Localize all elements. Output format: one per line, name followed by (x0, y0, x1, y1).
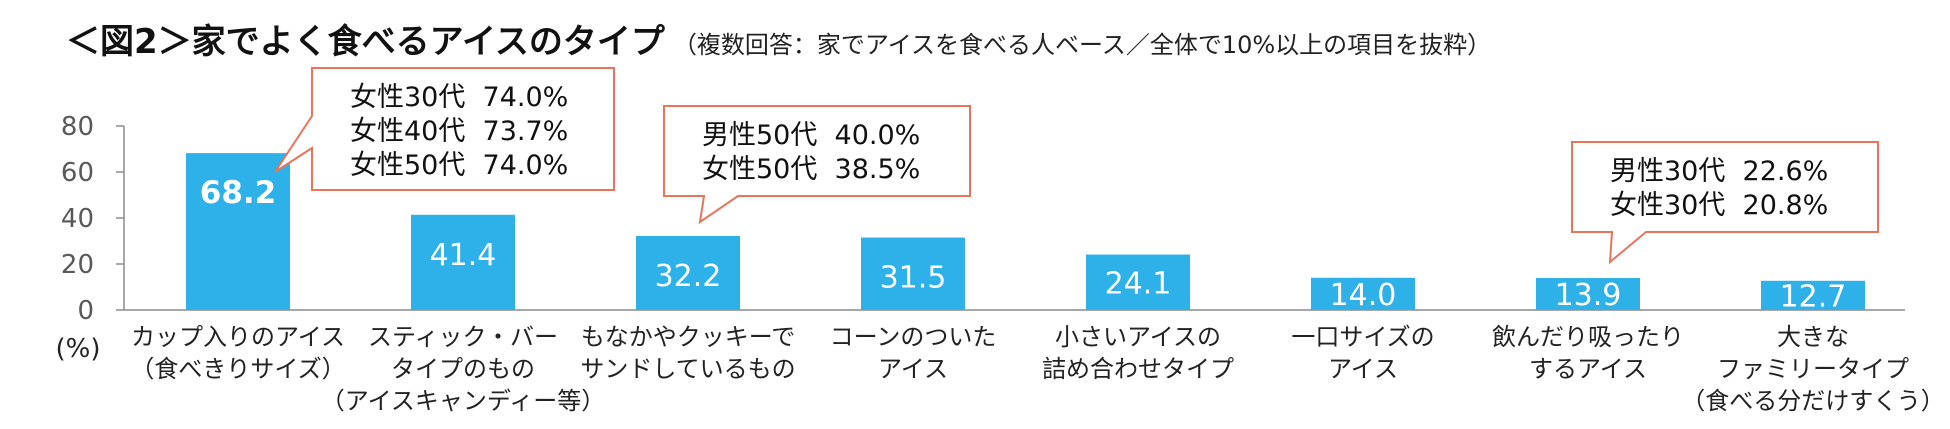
callout-text: 女性50代 74.0% (350, 150, 568, 181)
callout-text: 女性30代 74.0% (350, 82, 568, 113)
category-label: サンドしているもの (580, 355, 795, 383)
callout-box (1571, 141, 1879, 265)
category-label: もなかやクッキーで (581, 323, 796, 351)
category-label: 飲んだり吸ったり (1492, 323, 1684, 351)
y-tick-label: 60 (61, 158, 94, 188)
bar-value-label: 14.0 (1330, 278, 1397, 313)
chart-title-row: ＜図2＞家でよく食べるアイスのタイプ （複数回答：家でアイスを食べる人ベース／全体… (66, 14, 1491, 64)
category-label: 大きな (1777, 323, 1849, 351)
category-label: 小さいアイスの (1055, 323, 1221, 351)
category-label: 一口サイズの (1291, 323, 1434, 351)
bar (186, 153, 290, 310)
chart-title: ＜図2＞家でよく食べるアイスのタイプ (66, 22, 665, 62)
bar-value-label: 68.2 (200, 175, 277, 211)
bar (861, 237, 965, 310)
bar (1311, 277, 1415, 310)
category-label: スティック・バー (368, 323, 558, 351)
callout-box (663, 105, 971, 225)
category-label: カップ入りのアイス (131, 323, 345, 351)
y-axis-unit-label: (%) (56, 334, 101, 364)
bar-value-label: 12.7 (1780, 279, 1847, 314)
bar (636, 235, 740, 310)
bar-value-label: 31.5 (880, 261, 947, 296)
bar (1086, 254, 1190, 310)
callout-text: 女性30代 20.8% (1610, 190, 1828, 221)
category-label: コーンのついた (830, 323, 997, 351)
callout-text: 男性50代 40.0% (702, 120, 920, 151)
category-label: するアイス (1529, 355, 1647, 383)
y-tick-label: 40 (61, 204, 94, 234)
y-tick-label: 0 (77, 296, 94, 326)
chart-subtitle: （複数回答：家でアイスを食べる人ベース／全体で10%以上の項目を抜粋） (672, 31, 1492, 59)
bar (411, 214, 515, 310)
callout-text: 男性30代 22.6% (1610, 156, 1828, 187)
bar (1761, 280, 1865, 310)
callout-text: 女性50代 38.5% (702, 154, 920, 185)
y-tick-label: 20 (61, 250, 94, 280)
category-label: アイス (878, 355, 948, 383)
category-label: （食べきりサイズ） (130, 355, 345, 383)
y-tick-label: 80 (61, 112, 94, 142)
category-label: ファミリータイプ (1717, 355, 1909, 383)
category-label: 詰め合わせタイプ (1042, 355, 1234, 383)
bar-value-label: 13.9 (1555, 278, 1622, 313)
bar (1536, 278, 1640, 310)
category-label: タイプのもの (391, 355, 535, 383)
bar-value-label: 41.4 (430, 238, 497, 273)
callout-text: 女性40代 73.7% (350, 116, 568, 147)
callout-box (274, 67, 615, 191)
category-label: （アイスキャンディー等） (321, 387, 605, 415)
bar-value-label: 24.1 (1105, 266, 1172, 301)
bar-value-label: 32.2 (655, 259, 722, 294)
category-label: アイス (1328, 355, 1398, 383)
category-label: （食べる分だけすくう） (1681, 387, 1945, 415)
